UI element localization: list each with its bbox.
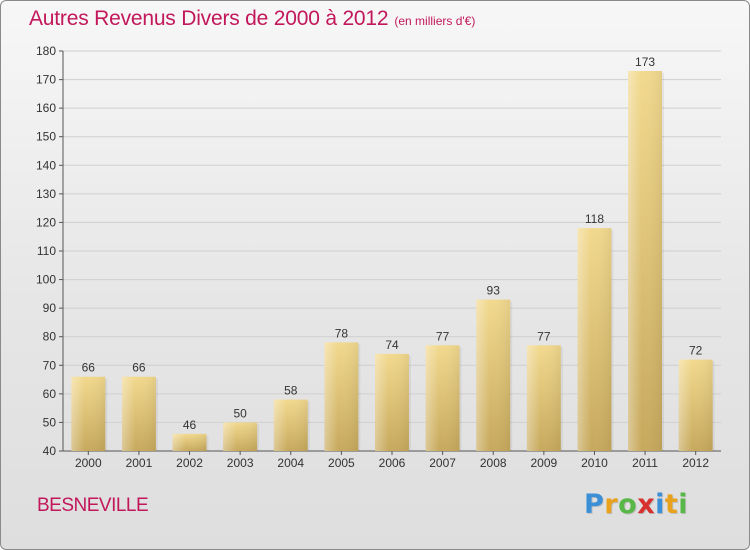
bar-highlight (324, 342, 359, 451)
y-tick-label: 170 (36, 73, 56, 87)
data-label: 58 (284, 384, 298, 398)
data-label: 77 (436, 329, 450, 343)
logo-letter: x (637, 489, 656, 520)
bar-highlight (121, 376, 156, 451)
title-text: Autres Revenus Divers de 2000 à 2012 (29, 7, 389, 30)
y-tick-label: 40 (43, 444, 57, 458)
x-tick-label: 2010 (581, 456, 608, 470)
y-tick-label: 100 (36, 273, 56, 287)
data-label: 74 (385, 338, 399, 352)
data-label: 118 (585, 212, 604, 226)
x-tick-label: 2011 (632, 456, 658, 470)
data-label: 66 (132, 361, 146, 375)
data-label: 173 (635, 55, 655, 69)
labels: 40 50 60 70 80 90 100 110 120 130 140 150 160 170 180 6… (36, 44, 709, 470)
data-label: 46 (183, 418, 197, 432)
bar-highlight (577, 228, 612, 451)
bars (71, 71, 715, 451)
town-name: BESNEVILLE (37, 495, 149, 516)
y-tick-label: 130 (36, 187, 56, 201)
x-tick-label: 2000 (75, 456, 102, 470)
logo-letter: P (584, 489, 605, 520)
x-tick-label: 2009 (530, 456, 557, 470)
data-label: 72 (689, 344, 703, 358)
data-label: 93 (487, 284, 501, 298)
unit-text: (en milliers d'€) (394, 14, 476, 28)
y-tick-label: 140 (36, 158, 56, 172)
x-tick-label: 2002 (176, 456, 203, 470)
data-label: 78 (335, 326, 349, 340)
bar-highlight (223, 422, 258, 451)
x-tick-label: 2008 (480, 456, 507, 470)
bar-highlight (375, 353, 409, 451)
x-tick-label: 2003 (227, 456, 254, 470)
y-tick-label: 80 (43, 330, 57, 344)
bar-highlight (425, 345, 460, 451)
x-tick-label: 2001 (126, 456, 153, 470)
data-label: 77 (537, 329, 551, 343)
x-tick-label: 2005 (328, 456, 355, 470)
y-tick-label: 160 (36, 101, 56, 115)
bar-highlight (628, 71, 663, 451)
logo-letter: t (664, 489, 679, 520)
bar-highlight (172, 433, 207, 451)
x-tick-label: 2006 (379, 456, 406, 470)
y-tick-label: 150 (36, 130, 56, 144)
y-tick-label: 110 (37, 244, 56, 258)
chart-title: Autres Revenus Divers de 2000 à 2012 (en … (29, 7, 475, 31)
bar-highlight (273, 399, 308, 451)
proxiti-logo: Proxiti (584, 489, 688, 520)
y-tick-label: 180 (36, 44, 56, 58)
y-tick-label: 90 (43, 301, 57, 315)
y-tick-label: 60 (43, 387, 57, 401)
data-label: 66 (82, 361, 96, 375)
y-tick-label: 50 (43, 415, 57, 429)
logo-letter: i (678, 489, 689, 520)
logo-letter: r (604, 489, 619, 520)
y-tick-label: 120 (36, 215, 56, 229)
x-tick-label: 2004 (277, 456, 304, 470)
y-tick-label: 70 (43, 358, 57, 372)
logo-letter: o (618, 489, 638, 520)
bar-highlight (476, 299, 511, 451)
data-label: 50 (233, 406, 247, 420)
x-tick-label: 2012 (682, 456, 709, 470)
bar-highlight (71, 376, 106, 451)
x-tick-label: 2007 (429, 456, 456, 470)
bar-highlight (678, 359, 713, 451)
bar-highlight (526, 345, 561, 451)
logo-letter: i (655, 489, 665, 520)
